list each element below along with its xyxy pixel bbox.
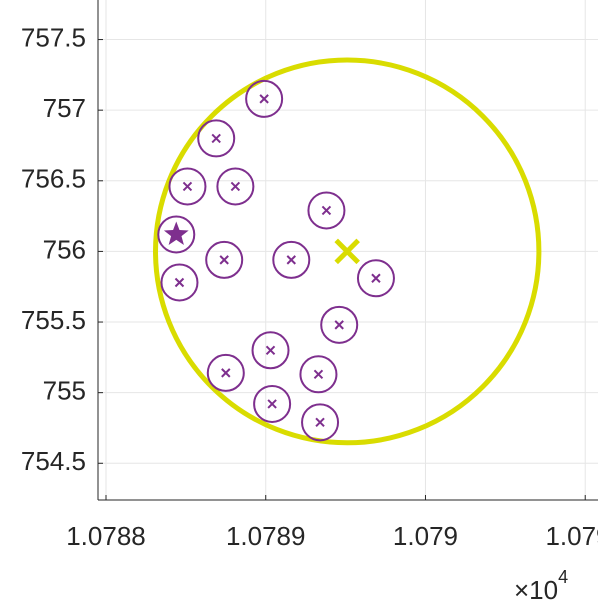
ring: [253, 384, 292, 423]
point: [301, 403, 340, 442]
ring: [356, 259, 395, 298]
point: [216, 167, 255, 206]
point: [272, 240, 311, 279]
x-marker: [267, 399, 277, 409]
y-tick-label: 757: [43, 93, 86, 123]
point: [157, 215, 196, 254]
y-tick-label: 754.5: [21, 446, 86, 476]
x-marker: [230, 181, 241, 192]
point: [307, 191, 346, 230]
point: [206, 353, 245, 392]
x-multiplier: ×104: [514, 567, 568, 604]
ring: [299, 355, 338, 394]
y-tick-label: 755.5: [21, 305, 86, 335]
point: [168, 167, 207, 206]
ring: [272, 240, 311, 279]
y-tick-label: 757.5: [21, 22, 86, 52]
point: [160, 263, 199, 302]
x-multiplier-base: ×10: [514, 575, 558, 604]
x-marker: [313, 369, 324, 380]
x-marker: [334, 320, 344, 330]
x-marker: [221, 368, 231, 378]
ring: [301, 403, 340, 442]
star-marker: [163, 221, 189, 245]
point: [197, 119, 236, 158]
ring: [320, 305, 359, 344]
x-marker: [259, 94, 269, 104]
x-marker: [219, 255, 229, 265]
x-marker: [182, 181, 193, 192]
y-tick-label: 755: [43, 376, 86, 406]
point: [356, 259, 395, 298]
ring: [205, 240, 244, 279]
point: [245, 79, 284, 118]
x-marker: [174, 277, 185, 288]
ring: [197, 119, 236, 158]
ring: [307, 191, 346, 230]
x-marker: [321, 205, 332, 216]
point: [205, 240, 244, 279]
x-tick-label: 1.0789: [226, 521, 306, 551]
ring: [216, 167, 255, 206]
ring: [160, 263, 199, 302]
point: [253, 384, 292, 423]
y-tick-label: 756: [43, 234, 86, 264]
x-marker: [371, 273, 381, 283]
x-marker: [315, 417, 325, 428]
ring: [206, 353, 245, 392]
ring: [245, 79, 284, 118]
x-tick-label: 1.0788: [66, 521, 146, 551]
x-marker: [211, 133, 221, 144]
x-tick-label: 1.079: [393, 521, 458, 551]
ring: [168, 167, 207, 206]
ring: [251, 331, 290, 370]
radius-circle: [153, 57, 542, 446]
center-marker: [334, 238, 360, 265]
x-marker: [286, 255, 296, 265]
point: [320, 305, 359, 344]
point: [299, 355, 338, 394]
ring: [157, 215, 196, 254]
x-multiplier-exponent: 4: [558, 567, 568, 587]
point: [334, 238, 360, 265]
point: [251, 331, 290, 370]
x-marker: [265, 345, 276, 355]
y-tick-label: 756.5: [21, 164, 86, 194]
